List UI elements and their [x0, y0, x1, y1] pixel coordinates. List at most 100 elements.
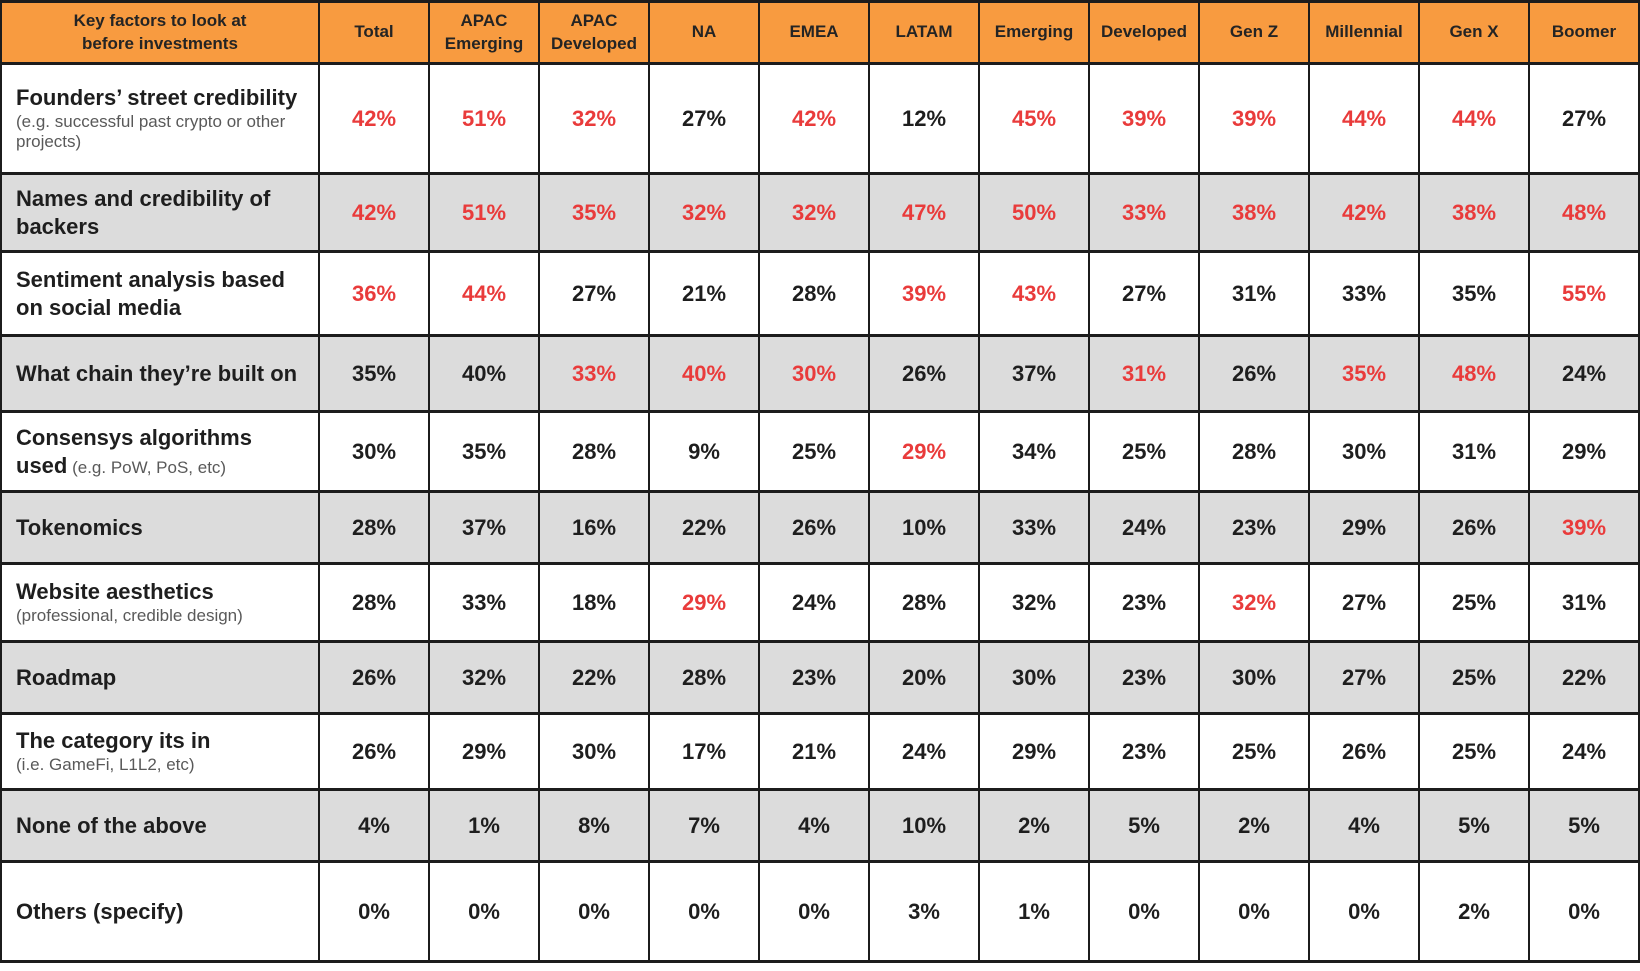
value-cell: 25% — [758, 410, 870, 493]
factor-label: Website aesthetics — [16, 579, 214, 605]
value-cell: 5% — [1418, 788, 1530, 863]
value-cell: 23% — [1088, 562, 1200, 643]
column-header-emea: EMEA — [758, 0, 870, 65]
row-label-cell: Sentiment analysis based on social media — [0, 250, 320, 337]
table-row: Consensys algorithms used (e.g. PoW, PoS… — [0, 410, 1640, 493]
column-header-factors: Key factors to look at before investment… — [0, 0, 320, 65]
value-cell: 30% — [538, 712, 650, 791]
row-label-cell: Roadmap — [0, 640, 320, 715]
value-cell: 0% — [648, 860, 760, 963]
factor-label: Consensys algorithms used — [16, 425, 252, 478]
value-cell: 48% — [1418, 334, 1530, 413]
value-cell: 30% — [978, 640, 1090, 715]
row-label-cell: Others (specify) — [0, 860, 320, 963]
table-row: Founders’ street credibility (e.g. succes… — [0, 62, 1640, 175]
value-cell: 28% — [648, 640, 760, 715]
value-cell: 47% — [868, 172, 980, 253]
value-cell: 28% — [758, 250, 870, 337]
row-label-cell: Consensys algorithms used (e.g. PoW, PoS… — [0, 410, 320, 493]
value-cell: 31% — [1418, 410, 1530, 493]
table-row: Tokenomics 28% 37% 16% 22% 26% 10% 33% 24% 23% 29%… — [0, 490, 1640, 565]
value-cell: 4% — [1308, 788, 1420, 863]
header-row: Key factors to look at before investment… — [0, 0, 1640, 65]
value-cell: 33% — [538, 334, 650, 413]
value-cell: 26% — [1198, 334, 1310, 413]
value-cell: 28% — [1198, 410, 1310, 493]
value-cell: 24% — [868, 712, 980, 791]
value-cell: 10% — [868, 788, 980, 863]
row-label-cell: Names and credibility of backers — [0, 172, 320, 253]
value-cell: 37% — [978, 334, 1090, 413]
value-cell: 51% — [428, 62, 540, 175]
value-cell: 32% — [978, 562, 1090, 643]
value-cell: 33% — [1308, 250, 1420, 337]
value-cell: 38% — [1198, 172, 1310, 253]
value-cell: 33% — [978, 490, 1090, 565]
value-cell: 22% — [538, 640, 650, 715]
value-cell: 34% — [978, 410, 1090, 493]
value-cell: 27% — [648, 62, 760, 175]
value-cell: 1% — [978, 860, 1090, 963]
value-cell: 27% — [1088, 250, 1200, 337]
column-header-boomer: Boomer — [1528, 0, 1640, 65]
value-cell: 36% — [318, 250, 430, 337]
value-cell: 37% — [428, 490, 540, 565]
value-cell: 28% — [538, 410, 650, 493]
row-label-cell: Founders’ street credibility (e.g. succes… — [0, 62, 320, 175]
value-cell: 32% — [428, 640, 540, 715]
column-header-total: Total — [318, 0, 430, 65]
value-cell: 28% — [318, 490, 430, 565]
value-cell: 20% — [868, 640, 980, 715]
factor-sublabel: (professional, credible design) — [16, 605, 243, 625]
column-header-developed: Developed — [1088, 0, 1200, 65]
value-cell: 48% — [1528, 172, 1640, 253]
value-cell: 39% — [868, 250, 980, 337]
value-cell: 24% — [1528, 334, 1640, 413]
value-cell: 39% — [1088, 62, 1200, 175]
value-cell: 30% — [1308, 410, 1420, 493]
value-cell: 4% — [758, 788, 870, 863]
value-cell: 45% — [978, 62, 1090, 175]
value-cell: 28% — [868, 562, 980, 643]
value-cell: 3% — [868, 860, 980, 963]
value-cell: 35% — [1308, 334, 1420, 413]
value-cell: 44% — [428, 250, 540, 337]
factor-label: What chain they’re built on — [16, 360, 298, 386]
value-cell: 44% — [1418, 62, 1530, 175]
value-cell: 26% — [1308, 712, 1420, 791]
row-label-cell: Tokenomics — [0, 490, 320, 565]
factor-sublabel: (e.g. successful past crypto or other pr… — [16, 111, 286, 152]
value-cell: 29% — [1308, 490, 1420, 565]
value-cell: 23% — [1088, 712, 1200, 791]
value-cell: 32% — [758, 172, 870, 253]
value-cell: 28% — [318, 562, 430, 643]
row-label-cell: Website aesthetics (professional, credibl… — [0, 562, 320, 643]
table-body: Founders’ street credibility (e.g. succes… — [0, 62, 1640, 963]
factor-label: Names and credibility of backers — [16, 186, 271, 239]
factor-label: Others (specify) — [16, 898, 184, 924]
value-cell: 21% — [758, 712, 870, 791]
value-cell: 8% — [538, 788, 650, 863]
value-cell: 24% — [1088, 490, 1200, 565]
value-cell: 25% — [1418, 712, 1530, 791]
value-cell: 23% — [1088, 640, 1200, 715]
value-cell: 32% — [1198, 562, 1310, 643]
value-cell: 2% — [978, 788, 1090, 863]
value-cell: 0% — [428, 860, 540, 963]
value-cell: 23% — [758, 640, 870, 715]
table-row: Sentiment analysis based on social media… — [0, 250, 1640, 337]
value-cell: 16% — [538, 490, 650, 565]
value-cell: 50% — [978, 172, 1090, 253]
value-cell: 24% — [1528, 712, 1640, 791]
value-cell: 21% — [648, 250, 760, 337]
value-cell: 42% — [318, 62, 430, 175]
factor-label: Tokenomics — [16, 514, 143, 540]
value-cell: 29% — [978, 712, 1090, 791]
value-cell: 0% — [1088, 860, 1200, 963]
value-cell: 27% — [1308, 562, 1420, 643]
value-cell: 40% — [428, 334, 540, 413]
value-cell: 1% — [428, 788, 540, 863]
value-cell: 25% — [1198, 712, 1310, 791]
value-cell: 17% — [648, 712, 760, 791]
value-cell: 44% — [1308, 62, 1420, 175]
